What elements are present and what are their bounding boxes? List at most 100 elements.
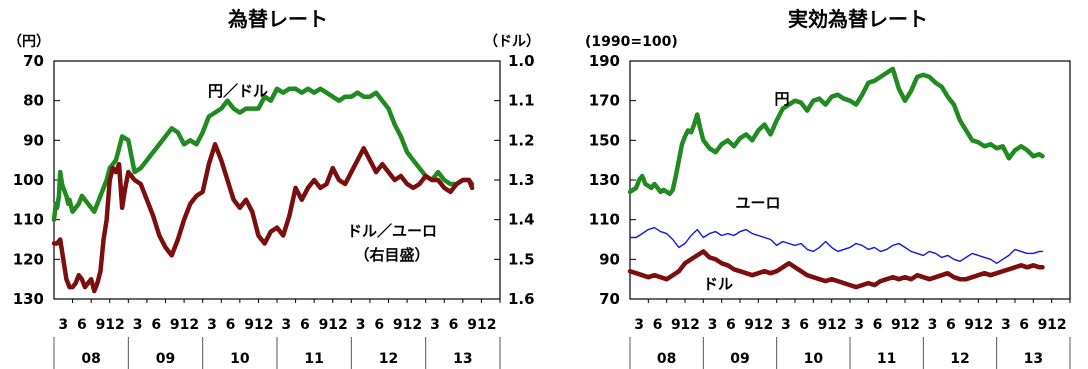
- annotation-right-scale: （右目盛）: [354, 246, 429, 264]
- year-label: 08: [657, 351, 676, 367]
- month-label: 6: [449, 317, 459, 333]
- month-label: 12: [328, 317, 347, 333]
- year-label: 12: [950, 351, 969, 367]
- month-label: 3: [854, 317, 864, 333]
- month-label: 9: [818, 317, 828, 333]
- year-label: 09: [730, 351, 749, 367]
- month-label: 9: [671, 317, 681, 333]
- month-label: 12: [403, 317, 422, 333]
- left-tick-label: 80: [23, 92, 44, 110]
- month-label: 3: [1001, 317, 1011, 333]
- year-label: 13: [453, 351, 472, 367]
- left-tick-label: 150: [589, 131, 620, 149]
- month-label: 12: [827, 317, 846, 333]
- month-label: 12: [254, 317, 273, 333]
- left-plot: 70 80 90 100 110 120 130 1.0 1.1 1.2 1.3 1.4 1.5 1.6 3…: [13, 52, 535, 369]
- right-tick-label: 1.0: [508, 52, 535, 70]
- month-label: 6: [1019, 317, 1029, 333]
- month-label: 3: [781, 317, 791, 333]
- left-tick-label: 70: [599, 290, 620, 308]
- month-label: 9: [96, 317, 106, 333]
- month-label: 3: [430, 317, 440, 333]
- right-unit-label: （ドル）: [484, 34, 540, 50]
- month-label: 9: [964, 317, 974, 333]
- month-label: 3: [928, 317, 938, 333]
- annotation-dollar: ドル: [703, 275, 733, 293]
- month-label: 3: [133, 317, 143, 333]
- month-label: 6: [726, 317, 736, 333]
- month-label: 3: [281, 317, 291, 333]
- year-label: 10: [230, 351, 250, 367]
- month-label: 12: [754, 317, 773, 333]
- series-line-yen_usd: [51, 86, 475, 222]
- month-label: 3: [356, 317, 366, 333]
- plot-frame: [629, 60, 1071, 300]
- month-label: 3: [207, 317, 217, 333]
- month-label: 6: [799, 317, 809, 333]
- right-chart-title: 実効為替レート: [788, 7, 928, 31]
- month-label: 6: [374, 317, 384, 333]
- month-label: 6: [151, 317, 161, 333]
- month-label: 6: [300, 317, 310, 333]
- month-label: 12: [105, 317, 124, 333]
- right-tick-label: 1.5: [508, 250, 535, 268]
- left-tick-label: 130: [13, 290, 44, 308]
- left-unit-label: （円）: [8, 34, 50, 50]
- right-tick-label: 1.6: [508, 290, 535, 308]
- series-line-eur: [629, 226, 1044, 264]
- series-line-usd: [627, 249, 1045, 290]
- month-label: 9: [891, 317, 901, 333]
- year-label: 12: [379, 351, 398, 367]
- month-label: 9: [467, 317, 477, 333]
- annotation-yen-usd: 円／ドル: [208, 82, 268, 100]
- month-label: 9: [244, 317, 254, 333]
- year-label: 13: [1024, 351, 1043, 367]
- annotation-yen: 円: [774, 90, 789, 108]
- annotation-euro: ユーロ: [735, 194, 780, 212]
- left-tick-label: 190: [589, 52, 620, 70]
- right-tick-label: 1.1: [508, 92, 535, 110]
- month-label: 9: [319, 317, 329, 333]
- year-label: 09: [156, 351, 175, 367]
- month-label: 3: [708, 317, 718, 333]
- month-label: 9: [170, 317, 180, 333]
- month-label: 6: [653, 317, 663, 333]
- left-tick-label: 130: [589, 171, 620, 189]
- month-label: 12: [974, 317, 993, 333]
- right-tick-label: 1.2: [508, 131, 535, 149]
- left-chart-title: 為替レート: [228, 7, 328, 31]
- left-tick-label: 170: [589, 92, 620, 110]
- year-label: 11: [304, 351, 323, 367]
- series-line-usd_eur: [51, 142, 475, 294]
- month-label: 12: [680, 317, 699, 333]
- left-tick-label: 70: [23, 52, 44, 70]
- year-label: 11: [877, 351, 896, 367]
- month-label: 6: [226, 317, 236, 333]
- annotation-usd-eur: ドル／ユーロ: [347, 222, 437, 240]
- left-tick-label: 100: [13, 171, 44, 189]
- month-label: 6: [946, 317, 956, 333]
- right-tick-label: 1.3: [508, 171, 535, 189]
- year-label: 08: [81, 351, 100, 367]
- month-label: 9: [393, 317, 403, 333]
- month-label: 6: [873, 317, 883, 333]
- right-tick-label: 1.4: [508, 211, 535, 229]
- year-label: 10: [804, 351, 824, 367]
- month-label: 12: [1047, 317, 1066, 333]
- left-tick-label: 110: [589, 211, 620, 229]
- left-tick-label: 90: [599, 250, 620, 268]
- effective-unit-label: (1990=100): [585, 34, 678, 50]
- left-tick-label: 120: [13, 250, 44, 268]
- left-tick-label: 90: [23, 131, 44, 149]
- month-label: 3: [634, 317, 644, 333]
- month-label: 12: [180, 317, 199, 333]
- month-label: 12: [900, 317, 919, 333]
- month-label: 9: [744, 317, 754, 333]
- series-line-yen: [627, 66, 1045, 197]
- month-label: 9: [1038, 317, 1048, 333]
- left-tick-label: 110: [13, 211, 44, 229]
- month-label: 3: [58, 317, 68, 333]
- month-label: 6: [77, 317, 87, 333]
